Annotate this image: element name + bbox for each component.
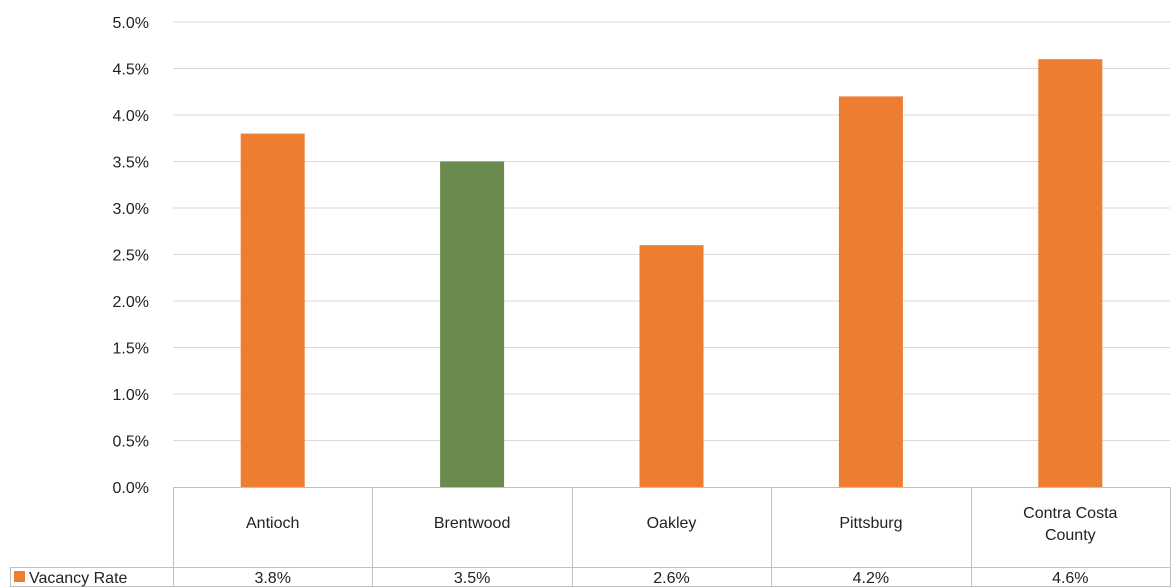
bar — [639, 245, 704, 487]
y-tick-label: 5.0% — [113, 15, 149, 32]
data-table-value: 3.5% — [454, 570, 490, 587]
category-label: Pittsburg — [839, 515, 902, 532]
data-table-value: 4.6% — [1052, 570, 1088, 587]
bar — [440, 161, 505, 487]
y-tick-label: 4.0% — [113, 108, 149, 125]
data-table-value: 3.8% — [254, 570, 290, 587]
data-table-value: 4.2% — [853, 570, 889, 587]
category-label: Oakley — [647, 515, 697, 532]
y-tick-label: 2.0% — [113, 294, 149, 311]
data-table-value: 2.6% — [653, 570, 689, 587]
bar — [1038, 59, 1103, 487]
bar — [240, 133, 305, 487]
y-tick-label: 0.5% — [113, 434, 149, 451]
y-tick-label: 1.0% — [113, 387, 149, 404]
bar — [838, 96, 903, 488]
y-tick-label: 4.5% — [113, 62, 149, 79]
legend-swatch — [14, 571, 25, 582]
y-tick-label: 3.0% — [113, 201, 149, 218]
y-tick-label: 3.5% — [113, 155, 149, 172]
category-label: Brentwood — [434, 515, 511, 532]
y-tick-label: 0.0% — [113, 480, 149, 497]
y-tick-label: 1.5% — [113, 341, 149, 358]
y-tick-label: 2.5% — [113, 248, 149, 265]
category-label: Contra Costa County — [1023, 505, 1117, 544]
legend-label: Vacancy Rate — [29, 570, 128, 587]
category-label: Antioch — [246, 515, 299, 532]
